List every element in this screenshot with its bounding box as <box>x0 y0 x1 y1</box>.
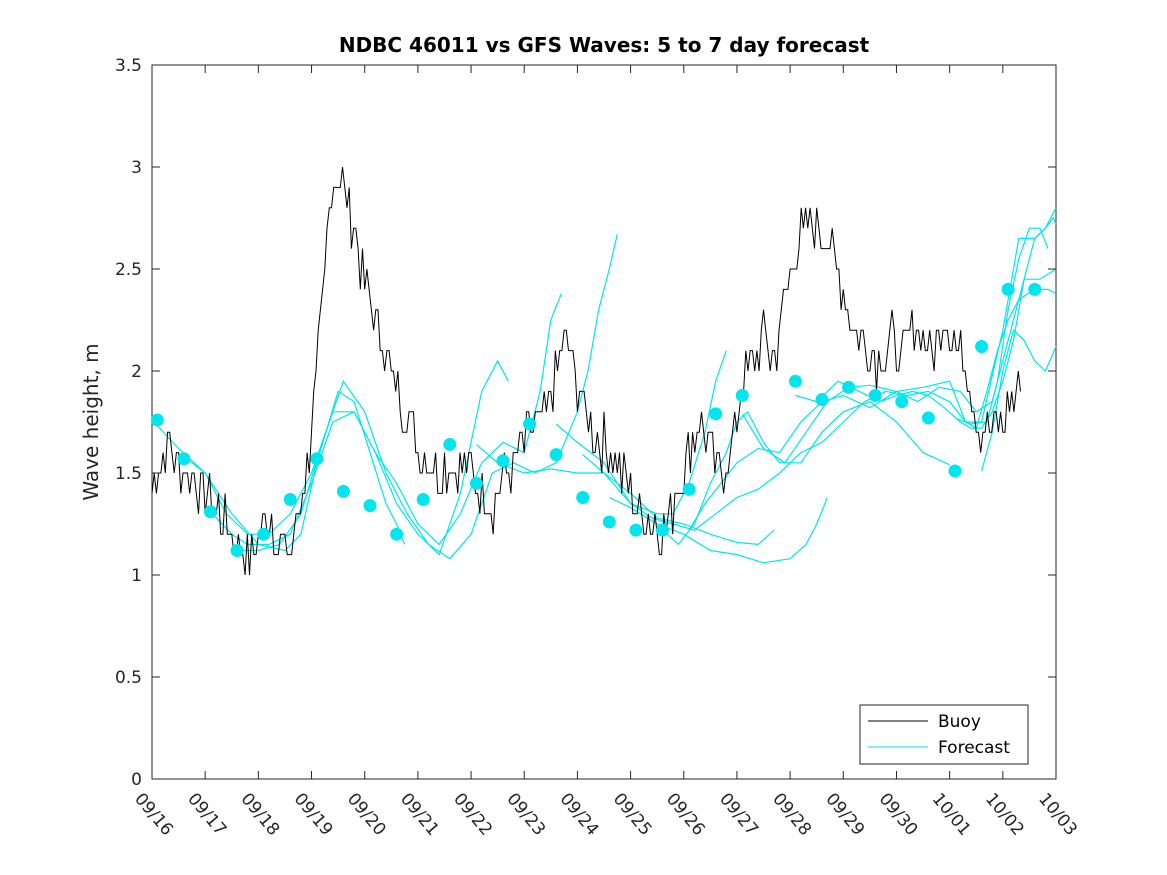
x-tick-label: 10/01 <box>928 789 975 839</box>
forecast-marker <box>576 490 590 504</box>
forecast-marker <box>655 523 669 537</box>
forecast-marker <box>416 493 430 507</box>
forecast-marker <box>390 527 404 541</box>
y-tick-label: 3 <box>131 158 142 178</box>
forecast-marker <box>469 476 483 490</box>
y-tick-label: 1.5 <box>115 464 142 484</box>
forecast-marker <box>363 499 377 513</box>
x-tick-label: 09/30 <box>875 789 922 839</box>
forecast-series-7 <box>582 454 775 546</box>
legend: Buoy Forecast <box>859 704 1029 765</box>
forecast-marker <box>150 413 164 427</box>
forecast-markers <box>150 282 1042 558</box>
forecast-marker <box>709 407 723 421</box>
forecast-series-11 <box>741 268 1057 464</box>
forecast-marker <box>203 505 217 519</box>
forecast-marker <box>868 388 882 402</box>
x-tick-label: 09/28 <box>768 789 815 839</box>
forecast-marker <box>788 374 802 388</box>
x-tick-label: 09/16 <box>130 789 177 839</box>
forecast-marker <box>1001 282 1015 296</box>
x-tick-label: 09/19 <box>290 789 337 839</box>
forecast-lines <box>151 207 1057 564</box>
forecast-marker <box>283 493 297 507</box>
x-tick-label: 10/02 <box>981 789 1028 839</box>
buoy-series <box>151 166 1021 576</box>
legend-forecast-label: Forecast <box>938 738 1010 758</box>
forecast-marker <box>682 482 696 496</box>
x-tick-label: 09/22 <box>449 789 496 839</box>
forecast-series-14 <box>954 227 1049 425</box>
forecast-marker <box>496 454 510 468</box>
forecast-marker <box>602 515 616 529</box>
forecast-marker <box>177 452 191 466</box>
y-tick-label: 1 <box>131 566 142 586</box>
forecast-marker <box>549 448 563 462</box>
chart-title: NDBC 46011 vs GFS Waves: 5 to 7 day fore… <box>339 33 870 57</box>
buoy-line <box>151 166 1021 576</box>
x-tick-label: 09/21 <box>396 789 443 839</box>
forecast-series-13 <box>981 329 1057 472</box>
x-tick-label: 09/27 <box>715 789 762 839</box>
forecast-marker <box>921 411 935 425</box>
forecast-marker <box>842 380 856 394</box>
y-tick-label: 0.5 <box>115 668 142 688</box>
forecast-series-12 <box>795 216 1057 429</box>
x-tick-label: 10/03 <box>1034 789 1081 839</box>
forecast-marker <box>230 544 244 558</box>
y-tick-label: 2 <box>131 362 142 382</box>
x-tick-label: 09/29 <box>821 789 868 839</box>
forecast-marker <box>975 340 989 354</box>
forecast-marker <box>948 464 962 478</box>
x-tick-label: 09/23 <box>502 789 549 839</box>
forecast-series-1 <box>151 390 406 552</box>
forecast-series-10 <box>688 207 1057 531</box>
forecast-marker <box>443 437 457 451</box>
forecast-series-9 <box>662 400 950 546</box>
x-tick-label: 09/20 <box>343 789 390 839</box>
x-tick-label: 09/17 <box>183 789 230 839</box>
legend-box <box>859 704 1029 765</box>
forecast-marker <box>310 452 324 466</box>
forecast-marker <box>1028 282 1042 296</box>
forecast-marker <box>257 527 271 541</box>
forecast-series-3 <box>210 293 563 546</box>
forecast-series-4 <box>237 234 618 560</box>
forecast-marker <box>336 484 350 498</box>
forecast-marker <box>629 523 643 537</box>
x-tick-label: 09/26 <box>662 789 709 839</box>
forecast-marker <box>815 393 829 407</box>
x-tick-label: 09/18 <box>237 789 284 839</box>
forecast-marker <box>895 395 909 409</box>
y-axis-label: Wave height, m <box>79 343 103 500</box>
forecast-marker <box>523 417 537 431</box>
forecast-marker <box>735 388 749 402</box>
y-tick-label: 3.5 <box>115 56 142 76</box>
legend-buoy-label: Buoy <box>938 712 981 732</box>
y-tick-label: 0 <box>131 770 142 790</box>
x-tick-label: 09/24 <box>556 789 603 839</box>
x-tick-label: 09/25 <box>609 789 656 839</box>
forecast-series-6 <box>555 288 1057 531</box>
y-tick-label: 2.5 <box>115 260 142 280</box>
